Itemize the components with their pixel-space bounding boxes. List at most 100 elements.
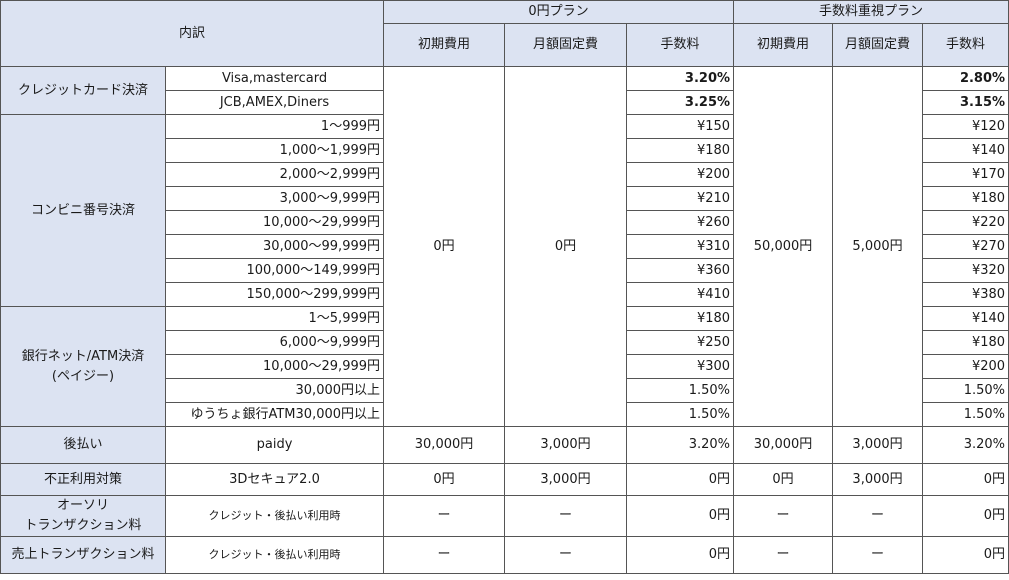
zero-fee-cell: 3.25% bbox=[626, 90, 735, 115]
zero-initial-shared: 0円 bbox=[383, 66, 506, 427]
plan-zero-header: 0円プラン bbox=[383, 0, 735, 24]
zero-initial-cell: ー bbox=[383, 495, 506, 537]
fee-fee-cell: 0円 bbox=[922, 495, 1009, 537]
zero-fee-cell: 1.50% bbox=[626, 378, 735, 403]
bank-sub: 10,000～29,999円 bbox=[164, 354, 385, 379]
zero-fee-cell: ¥150 bbox=[626, 114, 735, 139]
bank-category-line1: 銀行ネット/ATM決済 bbox=[21, 348, 145, 364]
convenience-sub: 150,000～299,999円 bbox=[164, 282, 385, 307]
zero-fee-cell: 0円 bbox=[626, 495, 735, 537]
table-row: 後払い paidy 30,000円 3,000円 3.20% 30,000円 3… bbox=[0, 426, 1009, 464]
zero-fee-cell: ¥360 bbox=[626, 258, 735, 283]
fee-fee-cell: ¥380 bbox=[922, 282, 1009, 307]
fee-monthly-cell: 3,000円 bbox=[832, 463, 924, 496]
zero-monthly-shared: 0円 bbox=[504, 66, 628, 427]
fee-fee-header: 手数料 bbox=[922, 23, 1009, 67]
fee-initial-cell: 0円 bbox=[733, 463, 834, 496]
zero-initial-cell: 0円 bbox=[383, 463, 506, 496]
fee-fee-cell: 1.50% bbox=[922, 402, 1009, 427]
fee-fee-cell: 0円 bbox=[922, 536, 1009, 574]
fee-fee-cell: ¥180 bbox=[922, 186, 1009, 211]
fee-monthly-shared: 5,000円 bbox=[832, 66, 924, 427]
convenience-sub: 3,000～9,999円 bbox=[164, 186, 385, 211]
plan-fee-header: 手数料重視プラン bbox=[733, 0, 1009, 24]
credit-sub: JCB,AMEX,Diners bbox=[164, 90, 385, 115]
zero-fee-cell: ¥310 bbox=[626, 234, 735, 259]
fee-monthly-header: 月額固定費 bbox=[832, 23, 924, 67]
fee-monthly-cell: ー bbox=[832, 536, 924, 574]
zero-initial-header: 初期費用 bbox=[383, 23, 506, 67]
fee-fee-cell: ¥140 bbox=[922, 306, 1009, 331]
bank-sub: 1～5,999円 bbox=[164, 306, 385, 331]
zero-monthly-cell: ー bbox=[504, 536, 628, 574]
fee-initial-cell: ー bbox=[733, 536, 834, 574]
auth-category: オーソリ トランザクション料 bbox=[0, 495, 166, 537]
fee-fee-cell: ¥270 bbox=[922, 234, 1009, 259]
table-row: 不正利用対策 3Dセキュア2.0 0円 3,000円 0円 0円 3,000円 … bbox=[0, 463, 1009, 496]
table-row: オーソリ トランザクション料 クレジット・後払い利用時 ー ー 0円 ー ー 0… bbox=[0, 495, 1009, 537]
auth-sub: クレジット・後払い利用時 bbox=[164, 495, 385, 537]
fee-initial-shared: 50,000円 bbox=[733, 66, 834, 427]
sales-sub: クレジット・後払い利用時 bbox=[164, 536, 385, 574]
zero-monthly-cell: 3,000円 bbox=[504, 463, 628, 496]
fee-monthly-cell: 3,000円 bbox=[832, 426, 924, 464]
fee-fee-cell: ¥140 bbox=[922, 138, 1009, 163]
sales-category: 売上トランザクション料 bbox=[0, 536, 166, 574]
credit-sub: Visa,mastercard bbox=[164, 66, 385, 91]
bank-category-line2: (ペイジー) bbox=[51, 368, 115, 384]
fee-fee-cell: 2.80% bbox=[922, 66, 1009, 91]
fee-fee-cell: ¥170 bbox=[922, 162, 1009, 187]
zero-monthly-header: 月額固定費 bbox=[504, 23, 628, 67]
zero-initial-cell: ー bbox=[383, 536, 506, 574]
convenience-sub: 100,000～149,999円 bbox=[164, 258, 385, 283]
fee-fee-cell: ¥200 bbox=[922, 354, 1009, 379]
credit-category: クレジットカード決済 bbox=[0, 66, 166, 115]
fee-fee-cell: 1.50% bbox=[922, 378, 1009, 403]
table-row: コンビニ番号決済 1～999円 ¥150 ¥120 bbox=[0, 114, 1009, 307]
fee-initial-header: 初期費用 bbox=[733, 23, 834, 67]
table-row: 6,000～9,999円 ¥250 ¥180 bbox=[1, 330, 1009, 355]
table-row: 10,000～29,999円 ¥260 ¥220 bbox=[1, 210, 1009, 235]
zero-fee-cell: ¥410 bbox=[626, 282, 735, 307]
breakdown-header: 内訳 bbox=[0, 0, 385, 67]
table-row: 150,000～299,999円 ¥410 ¥380 bbox=[1, 282, 1009, 307]
fee-initial-cell: ー bbox=[733, 495, 834, 537]
bank-sub: 30,000円以上 bbox=[164, 378, 385, 403]
fee-initial-cell: 30,000円 bbox=[733, 426, 834, 464]
zero-fee-cell: 3.20% bbox=[626, 426, 735, 464]
table-row: 1,000～1,999円 ¥180 ¥140 bbox=[1, 138, 1009, 163]
zero-fee-header: 手数料 bbox=[626, 23, 735, 67]
fraud-sub: 3Dセキュア2.0 bbox=[164, 463, 385, 496]
zero-fee-cell: ¥200 bbox=[626, 162, 735, 187]
fee-fee-cell: 3.20% bbox=[922, 426, 1009, 464]
bank-sub: ゆうちょ銀行ATM30,000円以上 bbox=[164, 402, 385, 427]
zero-fee-cell: ¥210 bbox=[626, 186, 735, 211]
zero-fee-cell: 0円 bbox=[626, 463, 735, 496]
auth-category-line2: トランザクション料 bbox=[24, 518, 142, 533]
fee-fee-cell: ¥320 bbox=[922, 258, 1009, 283]
table-row: 銀行ネット/ATM決済 (ペイジー) 1～5,999円 ¥180 ¥140 bbox=[0, 306, 1009, 427]
zero-fee-cell: 1.50% bbox=[626, 402, 735, 427]
convenience-sub: 1,000～1,999円 bbox=[164, 138, 385, 163]
zero-monthly-cell: 3,000円 bbox=[504, 426, 628, 464]
zero-fee-cell: 0円 bbox=[626, 536, 735, 574]
table-row: 売上トランザクション料 クレジット・後払い利用時 ー ー 0円 ー ー 0円 bbox=[0, 536, 1009, 574]
auth-category-line1: オーソリ bbox=[56, 498, 109, 513]
fee-fee-cell: ¥220 bbox=[922, 210, 1009, 235]
postpay-sub: paidy bbox=[164, 426, 385, 464]
convenience-sub: 1～999円 bbox=[164, 114, 385, 139]
zero-fee-cell: ¥180 bbox=[626, 138, 735, 163]
postpay-category: 後払い bbox=[0, 426, 166, 464]
fraud-category: 不正利用対策 bbox=[0, 463, 166, 496]
convenience-sub: 30,000～99,999円 bbox=[164, 234, 385, 259]
bank-category: 銀行ネット/ATM決済 (ペイジー) bbox=[0, 306, 166, 427]
table-row: ゆうちょ銀行ATM30,000円以上 1.50% 1.50% bbox=[1, 402, 1009, 427]
zero-initial-cell: 30,000円 bbox=[383, 426, 506, 464]
convenience-sub: 2,000～2,999円 bbox=[164, 162, 385, 187]
fee-fee-cell: ¥120 bbox=[922, 114, 1009, 139]
table-row: 30,000円以上 1.50% 1.50% bbox=[1, 378, 1009, 403]
table-row: 2,000～2,999円 ¥200 ¥170 bbox=[1, 162, 1009, 187]
table-row: クレジットカード決済 Visa,mastercard 0円 0円 3.20% 5… bbox=[0, 66, 1009, 427]
zero-fee-cell: ¥180 bbox=[626, 306, 735, 331]
